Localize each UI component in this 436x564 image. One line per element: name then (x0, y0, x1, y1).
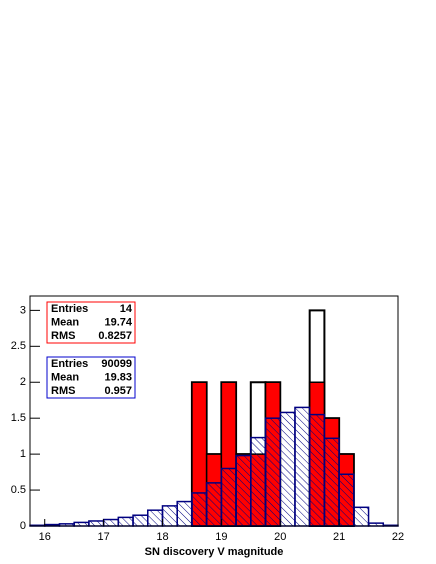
stats-value: 0.8257 (98, 330, 132, 342)
histogram-bar (353, 506, 370, 527)
stats-label: Entries (51, 303, 88, 315)
histogram-bar (250, 436, 267, 527)
histogram-bar (147, 509, 164, 527)
y-tick-label: 0 (20, 520, 26, 532)
x-tick-label: 21 (333, 531, 345, 543)
histogram-bar (279, 411, 296, 527)
histogram-bar (308, 413, 326, 527)
stats-value: 90099 (101, 358, 132, 370)
stats-value: 19.83 (104, 371, 132, 383)
stats-value: 19.74 (104, 316, 132, 328)
histogram-bar (88, 520, 105, 527)
x-tick-label: 19 (215, 531, 227, 543)
stats-label: RMS (51, 385, 75, 397)
histogram-bar (161, 505, 178, 527)
y-tick-label: 2.5 (11, 340, 26, 352)
x-tick-label: 20 (274, 531, 286, 543)
histogram-bar (323, 437, 340, 527)
x-tick-label: 18 (156, 531, 168, 543)
stats-label: Mean (51, 371, 79, 383)
stats-box (46, 356, 136, 399)
y-tick-label: 2 (20, 376, 26, 388)
x-tick-label: 17 (97, 531, 109, 543)
histogram-bar (235, 454, 252, 527)
histogram-bar (176, 500, 193, 527)
stats-value: 0.957 (104, 385, 132, 397)
y-tick-label: 1.5 (11, 412, 26, 424)
histogram-bar (220, 467, 237, 527)
plot-frame (29, 295, 399, 527)
histogram-bar (264, 417, 281, 527)
y-tick-label: 1 (20, 448, 26, 460)
x-tick-label: 22 (392, 531, 404, 543)
stats-label: Entries (51, 358, 88, 370)
stats-value: 14 (120, 303, 133, 315)
x-tick-label: 16 (39, 531, 51, 543)
stats-label: Mean (51, 316, 79, 328)
histogram-bar (102, 518, 120, 527)
x-axis-label: SN discovery V magnitude (145, 546, 284, 558)
stats-label: RMS (51, 330, 75, 342)
y-tick-label: 0.5 (11, 484, 26, 496)
histogram-bar (73, 521, 90, 527)
stats-box (46, 301, 136, 344)
histogram-bar (117, 516, 134, 527)
histogram-bar (205, 482, 223, 527)
y-tick-label: 3 (20, 304, 26, 316)
histogram-bar (294, 406, 311, 527)
histogram-bar (132, 514, 149, 527)
histogram-bar (191, 492, 208, 527)
histogram-bar (338, 473, 355, 527)
